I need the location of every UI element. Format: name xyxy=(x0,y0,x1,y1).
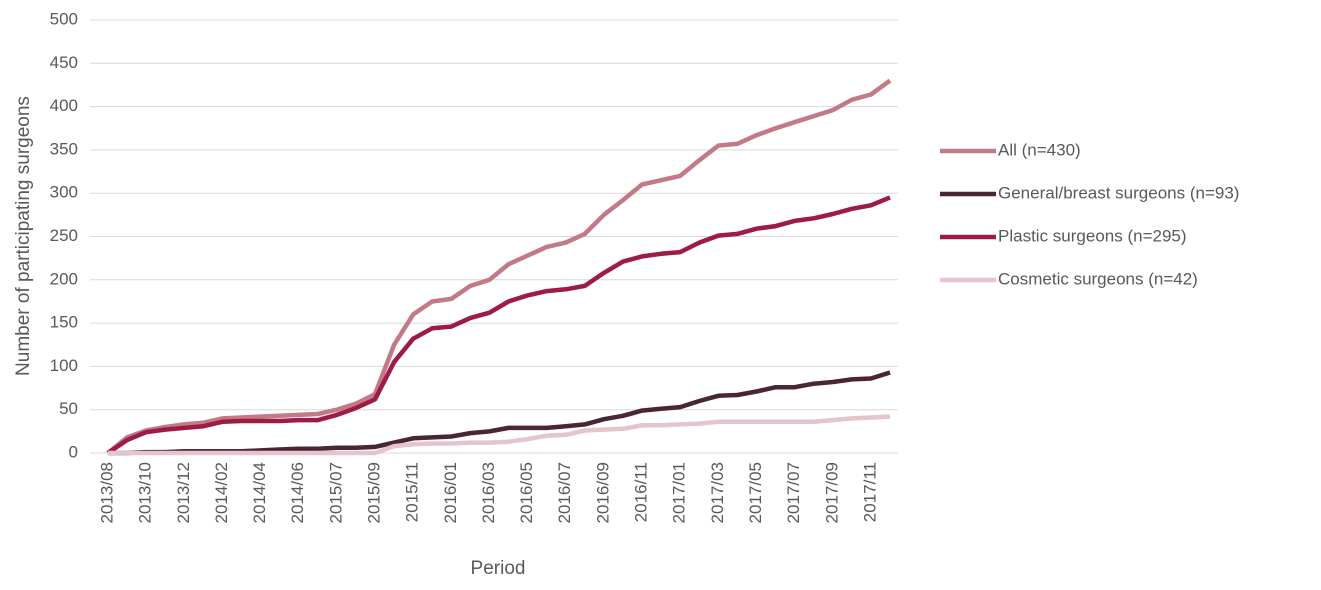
y-tick-label: 250 xyxy=(50,226,78,245)
x-tick-label: 2013/12 xyxy=(174,462,193,523)
series-line xyxy=(106,195,891,455)
y-tick-label: 200 xyxy=(50,269,78,288)
x-tick-label: 2016/01 xyxy=(441,462,460,523)
x-tick-label: 2017/11 xyxy=(860,462,879,522)
legend-label: General/breast surgeons (n=93) xyxy=(998,183,1239,202)
legend-label: Cosmetic surgeons (n=42) xyxy=(998,269,1198,288)
x-axis-title: Period xyxy=(471,558,526,579)
y-axis-title: Number of participating surgeons xyxy=(13,96,34,376)
x-tick-label: 2017/05 xyxy=(746,462,765,523)
y-tick-label: 0 xyxy=(69,442,78,461)
x-tick-label: 2013/10 xyxy=(136,462,155,523)
x-tick-label: 2016/03 xyxy=(479,462,498,523)
x-tick-label: 2014/02 xyxy=(212,462,231,523)
x-tick-label: 2014/04 xyxy=(250,462,269,523)
x-tick-label: 2015/11 xyxy=(403,462,422,522)
y-tick-label: 100 xyxy=(50,356,78,375)
x-tick-label: 2014/06 xyxy=(288,462,307,523)
y-tick-label: 450 xyxy=(50,53,78,72)
x-tick-label: 2016/07 xyxy=(555,462,574,523)
y-tick-label: 350 xyxy=(50,139,78,158)
x-tick-label: 2015/09 xyxy=(365,462,384,523)
x-tick-label: 2013/08 xyxy=(97,462,116,523)
x-tick-label: 2017/01 xyxy=(670,462,689,523)
x-tick-label: 2017/07 xyxy=(784,462,803,523)
x-tick-label: 2017/03 xyxy=(708,462,727,523)
y-tick-label: 50 xyxy=(59,399,78,418)
x-tick-label: 2016/09 xyxy=(593,462,612,523)
y-tick-label: 300 xyxy=(50,183,78,202)
x-tick-label: 2015/07 xyxy=(326,462,345,523)
x-tick-label: 2017/09 xyxy=(822,462,841,523)
y-tick-label: 500 xyxy=(50,9,78,28)
x-tick-label: 2016/05 xyxy=(517,462,536,523)
y-tick-label: 150 xyxy=(50,313,78,332)
y-tick-label: 400 xyxy=(50,96,78,115)
series-line xyxy=(108,414,891,456)
legend-label: All (n=430) xyxy=(998,140,1081,159)
series-line xyxy=(106,78,892,455)
x-tick-label: 2016/11 xyxy=(632,462,651,522)
legend-label: Plastic surgeons (n=295) xyxy=(998,226,1187,245)
